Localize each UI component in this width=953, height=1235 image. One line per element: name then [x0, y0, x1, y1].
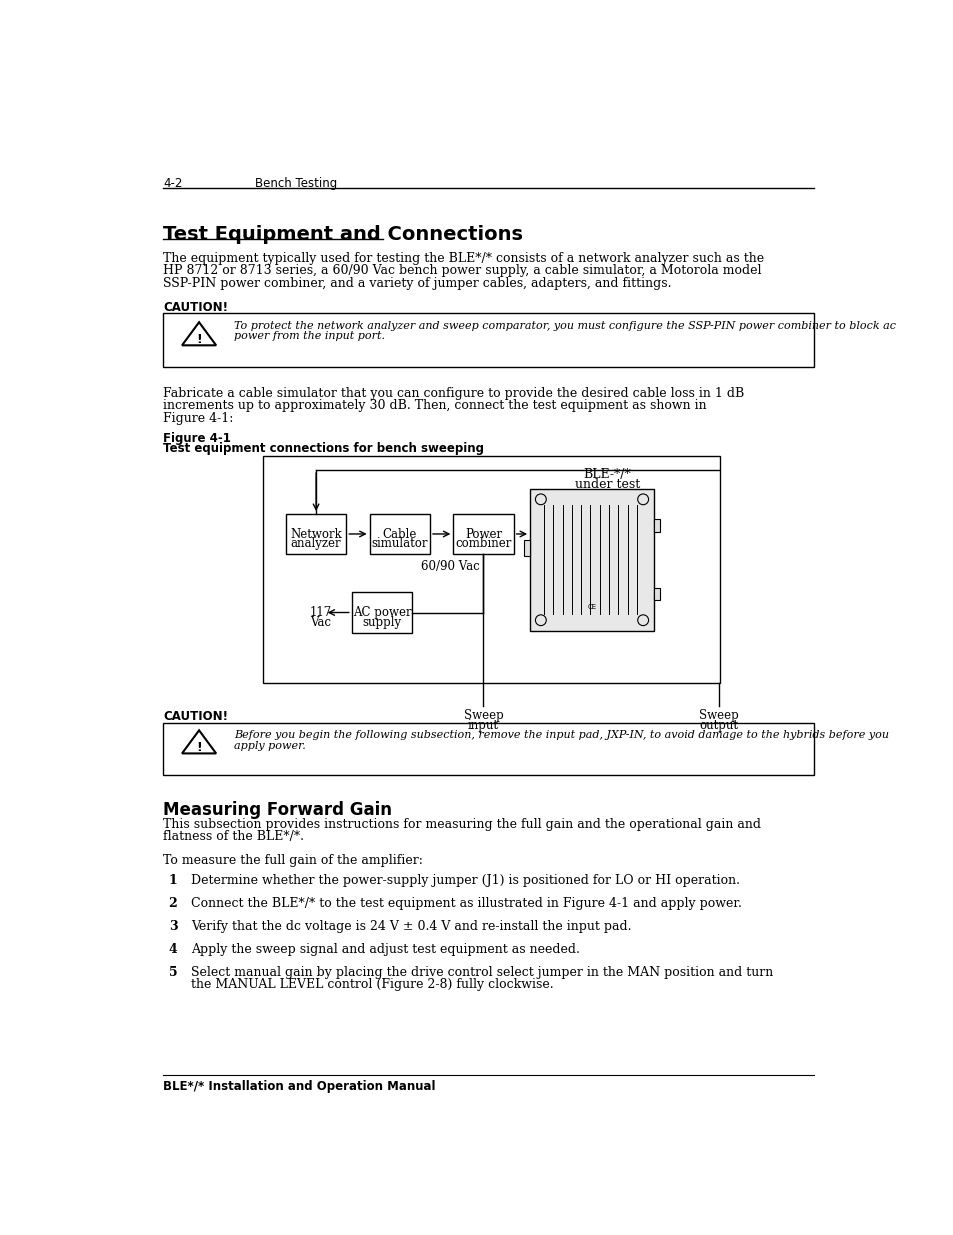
Bar: [352, 593, 412, 632]
Text: HP 8712 or 8713 series, a 60/90 Vac bench power supply, a cable simulator, a Mot: HP 8712 or 8713 series, a 60/90 Vac benc…: [163, 264, 761, 278]
Text: CE: CE: [587, 604, 596, 610]
Text: analyzer: analyzer: [291, 537, 341, 550]
Text: Sweep: Sweep: [699, 709, 739, 721]
Bar: [163, 312, 814, 367]
Text: Figure 4-1: Figure 4-1: [163, 431, 231, 445]
Text: Before you begin the following subsection, remove the input pad, JXP-IN, to avoi: Before you begin the following subsectio…: [233, 730, 888, 740]
Text: Determine whether the power-supply jumper (J1) is positioned for LO or HI operat: Determine whether the power-supply jumpe…: [192, 873, 740, 887]
Text: 4-2: 4-2: [163, 178, 183, 190]
Bar: [262, 456, 720, 683]
Text: Cable: Cable: [382, 527, 416, 541]
Text: BLE-*/*: BLE-*/*: [583, 468, 631, 480]
Text: combiner: combiner: [455, 537, 511, 550]
Text: the MANUAL LEVEL control (Figure 2-8) fully clockwise.: the MANUAL LEVEL control (Figure 2-8) fu…: [192, 978, 554, 992]
Text: apply power.: apply power.: [233, 741, 305, 751]
Bar: [369, 514, 430, 555]
Text: 1: 1: [169, 873, 177, 887]
Text: CAUTION!: CAUTION!: [163, 300, 228, 314]
Bar: [453, 514, 513, 555]
Text: Connect the BLE*/* to the test equipment as illustrated in Figure 4-1 and apply : Connect the BLE*/* to the test equipment…: [192, 897, 741, 910]
Text: To measure the full gain of the amplifier:: To measure the full gain of the amplifie…: [163, 853, 423, 867]
Text: Select manual gain by placing the drive control select jumper in the MAN positio: Select manual gain by placing the drive …: [192, 966, 773, 979]
Text: simulator: simulator: [371, 537, 428, 550]
Text: 2: 2: [169, 897, 177, 910]
Text: input: input: [468, 719, 498, 732]
Text: Bench Testing: Bench Testing: [254, 178, 336, 190]
Text: Verify that the dc voltage is 24 V ± 0.4 V and re-install the input pad.: Verify that the dc voltage is 24 V ± 0.4…: [192, 920, 631, 932]
Bar: [654, 520, 659, 531]
Text: Sweep: Sweep: [463, 709, 503, 721]
Text: Fabricate a cable simulator that you can configure to provide the desired cable : Fabricate a cable simulator that you can…: [163, 387, 744, 400]
Text: !: !: [196, 333, 202, 346]
Text: The equipment typically used for testing the BLE*/* consists of a network analyz: The equipment typically used for testing…: [163, 252, 763, 266]
Text: !: !: [196, 741, 202, 755]
Text: power from the input port.: power from the input port.: [233, 331, 385, 341]
Text: 60/90 Vac: 60/90 Vac: [420, 561, 479, 573]
Text: Test Equipment and Connections: Test Equipment and Connections: [163, 225, 523, 245]
Text: 3: 3: [169, 920, 177, 932]
Bar: [286, 514, 346, 555]
Text: Measuring Forward Gain: Measuring Forward Gain: [163, 802, 392, 819]
Text: supply: supply: [362, 615, 401, 629]
Text: flatness of the BLE*/*.: flatness of the BLE*/*.: [163, 830, 304, 844]
Text: 5: 5: [169, 966, 177, 979]
Bar: [523, 540, 530, 556]
Bar: [530, 489, 654, 631]
Text: SSP-PIN power combiner, and a variety of jumper cables, adapters, and fittings.: SSP-PIN power combiner, and a variety of…: [163, 277, 671, 290]
Text: Apply the sweep signal and adjust test equipment as needed.: Apply the sweep signal and adjust test e…: [192, 942, 579, 956]
Text: Vac: Vac: [310, 615, 331, 629]
Text: output: output: [699, 719, 738, 732]
Text: Figure 4-1:: Figure 4-1:: [163, 411, 233, 425]
Text: CAUTION!: CAUTION!: [163, 710, 228, 724]
Text: Network: Network: [290, 527, 341, 541]
Bar: [654, 588, 659, 600]
Text: To protect the network analyzer and sweep comparator, you must configure the SSP: To protect the network analyzer and swee…: [233, 321, 895, 331]
Text: increments up to approximately 30 dB. Then, connect the test equipment as shown : increments up to approximately 30 dB. Th…: [163, 399, 706, 412]
Text: 4: 4: [169, 942, 177, 956]
Text: 117: 117: [310, 606, 332, 619]
Text: Test equipment connections for bench sweeping: Test equipment connections for bench swe…: [163, 442, 484, 456]
Text: Power: Power: [464, 527, 501, 541]
Text: BLE*/* Installation and Operation Manual: BLE*/* Installation and Operation Manual: [163, 1079, 436, 1093]
Text: under test: under test: [575, 478, 639, 490]
Text: This subsection provides instructions for measuring the full gain and the operat: This subsection provides instructions fo…: [163, 818, 760, 831]
Text: AC power: AC power: [353, 606, 411, 619]
Bar: [163, 722, 814, 776]
